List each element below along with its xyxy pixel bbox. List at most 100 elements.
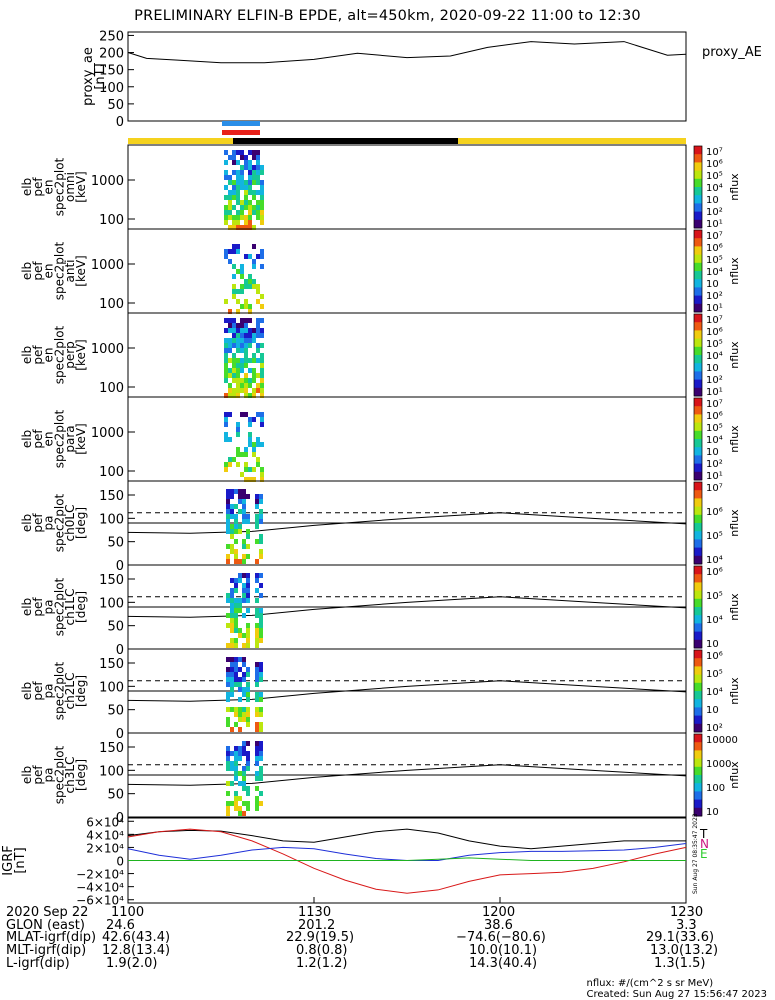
axis-ylabel-line: [nT]	[93, 63, 108, 89]
spectrogram-pixel	[255, 722, 259, 727]
spectrogram-pixel	[232, 160, 236, 165]
spectrogram-pixel	[238, 756, 242, 761]
spectrogram-pixel	[252, 358, 256, 363]
spectrogram-pixel	[255, 746, 259, 751]
spectrogram-pixel	[234, 667, 238, 672]
spectrogram-pixel	[248, 422, 252, 427]
spectrogram-pixel	[255, 771, 259, 776]
spectrogram-pixel	[234, 682, 238, 687]
spectrogram-pixel	[234, 672, 238, 677]
spectrogram-pixel	[260, 378, 264, 383]
colorbar-segment	[694, 162, 702, 171]
spectrogram-pixel	[260, 215, 264, 220]
igrf-ytick-label: 4×10⁴	[86, 828, 124, 842]
spectrogram-pixel	[228, 259, 232, 264]
spectrogram-ylabel: elbpefenspec2plotpara[keV]	[20, 409, 88, 468]
spectrogram-ytick-label: 100	[99, 465, 124, 480]
spectrogram-pixel	[260, 328, 264, 333]
spectrogram-pixel	[255, 796, 259, 801]
spectrogram-pixel	[232, 318, 236, 323]
spectrogram-pixel	[234, 643, 238, 648]
colorbar-tick-label: 10²	[706, 291, 723, 302]
spectrogram-pixel	[248, 338, 252, 343]
spectrogram-pixel	[240, 150, 244, 155]
spectrogram-pixel	[255, 727, 259, 732]
spectrogram-pixel	[244, 323, 248, 328]
spectrogram-pixel	[242, 781, 246, 786]
spectrogram-pixel	[252, 190, 256, 195]
spectrogram-pixel	[224, 328, 228, 333]
spectrogram-pixel	[259, 746, 263, 751]
pitch-angle-ytick-label: 150	[99, 657, 124, 672]
spectrogram-ytick-label: 1000	[91, 174, 124, 189]
colorbar-label: nflux	[728, 593, 741, 621]
colorbar-segment	[694, 371, 702, 380]
spectrogram-pixel	[230, 514, 234, 519]
colorbar-segment	[694, 767, 702, 776]
spectrogram-pixel	[226, 499, 230, 504]
spectrogram-pixel	[248, 205, 252, 210]
colorbar-tick-label: 10⁴	[706, 183, 723, 194]
spectrogram-pixel	[240, 185, 244, 190]
spectrogram-pixel	[232, 205, 236, 210]
spectrogram-pixel	[242, 662, 246, 667]
spectrogram-pixel	[256, 170, 260, 175]
spectrogram-panel-frame	[128, 397, 686, 481]
spectrogram-pixel	[259, 583, 263, 588]
spectrogram-pixel	[244, 378, 248, 383]
colorbar-segment	[694, 482, 702, 491]
spectrogram-pixel	[238, 494, 242, 499]
spectrogram-pixel	[255, 712, 259, 717]
colorbar-segment	[694, 154, 702, 163]
colorbar-segment	[694, 447, 702, 456]
spectrogram-pixel	[238, 781, 242, 786]
spectrogram-pixel	[232, 328, 236, 333]
spectrogram-pixel	[246, 628, 250, 633]
colorbar-tick-label: 10⁷	[706, 231, 723, 242]
spectrogram-pixel	[255, 761, 259, 766]
colorbar-segment	[694, 666, 702, 675]
spectrogram-pixel	[240, 368, 244, 373]
colorbar-segment	[694, 472, 702, 481]
axis-ylabel-line: [nT]	[13, 847, 28, 873]
colorbar-segment	[694, 783, 702, 792]
spectrogram-pixel	[248, 175, 252, 180]
proxy-ae-frame	[128, 32, 686, 121]
colorbar-segment	[694, 171, 702, 180]
spectrogram-pixel	[238, 509, 242, 514]
spectrogram-pixel	[232, 353, 236, 358]
spectrogram-pixel	[236, 432, 240, 437]
spectrogram-pixel	[242, 766, 246, 771]
spectrogram-pixel	[256, 318, 260, 323]
spectrogram-pixel	[260, 333, 264, 338]
spectrogram-pixel	[230, 618, 234, 623]
spectrogram-pixel	[242, 771, 246, 776]
spectrogram-pixel	[260, 373, 264, 378]
spectrogram-pixel	[224, 170, 228, 175]
spectrogram-pixel	[234, 761, 238, 766]
igrf-ytick-label: 6×10⁴	[86, 815, 124, 829]
spectrogram-pixel	[232, 368, 236, 373]
spectrogram-pixel	[228, 368, 232, 373]
spectrogram-pixel	[236, 180, 240, 185]
colorbar-tick-label: 10⁳	[706, 705, 719, 716]
spectrogram-pixel	[238, 677, 242, 682]
spectrogram-pixel	[228, 412, 232, 417]
spectrogram-pixel	[226, 722, 230, 727]
spectrogram-pixel	[230, 727, 234, 732]
spectrogram-pixel	[230, 628, 234, 633]
colorbar-tick-label: 10⁶	[706, 159, 723, 170]
colorbar-segment	[694, 658, 702, 667]
spectrogram-pixel	[232, 343, 236, 348]
spectrogram-pixel	[238, 796, 242, 801]
colorbar-tick-label: 100	[706, 783, 725, 794]
spectrogram-pixel	[238, 707, 242, 712]
colorbar-segment	[694, 230, 702, 239]
spectrogram-pixel	[224, 373, 228, 378]
spectrogram-pixel	[260, 195, 264, 200]
spectrogram-pixel	[246, 751, 250, 756]
spectrogram-pixel	[228, 388, 232, 393]
colorbar-segment	[694, 287, 702, 296]
spectrogram-pixel	[255, 628, 259, 633]
spectrogram-pixel	[236, 323, 240, 328]
